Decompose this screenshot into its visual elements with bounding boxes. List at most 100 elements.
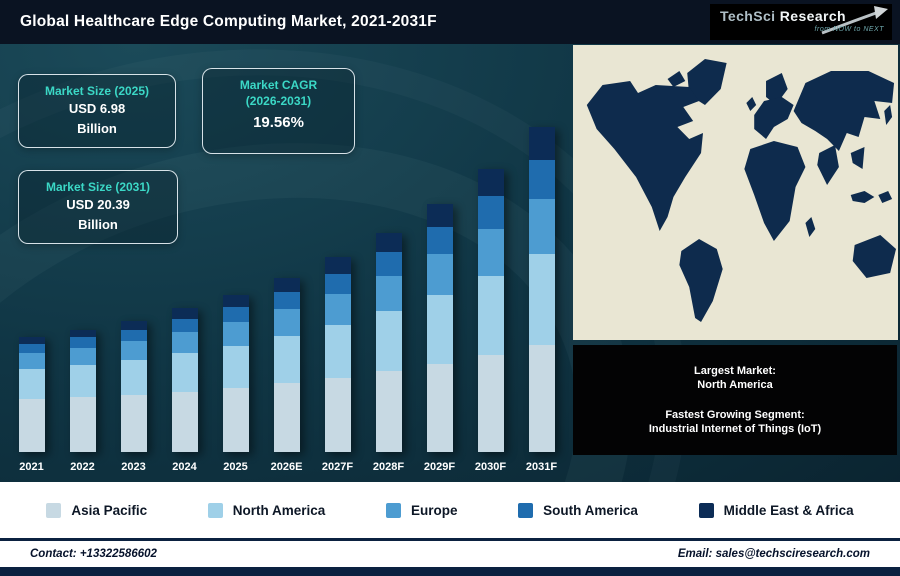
- bar-segment: [18, 399, 45, 452]
- bar-segment: [324, 377, 351, 452]
- legend-swatch: [207, 502, 223, 518]
- legend-label: South America: [543, 502, 638, 518]
- stacked-bar: [375, 232, 402, 452]
- bar-segment: [69, 365, 96, 398]
- bar-segment: [426, 226, 453, 255]
- bar-segment: [324, 273, 351, 295]
- bar-segment: [120, 360, 147, 395]
- bar-segment: [528, 198, 555, 254]
- x-axis-label: 2031F: [525, 461, 558, 473]
- x-axis-label: 2025: [223, 461, 248, 473]
- legend-swatch: [46, 502, 62, 518]
- bar-segment: [171, 318, 198, 332]
- island-japan: [884, 105, 893, 125]
- stacked-bar: [528, 127, 555, 452]
- market-size-2025-box: Market Size (2025) USD 6.98 Billion: [18, 74, 176, 149]
- x-axis-label: 2030F: [474, 461, 507, 473]
- bar-segment: [528, 344, 555, 452]
- legend-label: Europe: [410, 502, 458, 518]
- bar-segment: [375, 232, 402, 253]
- x-axis-label: 2027F: [321, 461, 354, 473]
- bar-segment: [120, 394, 147, 452]
- continent-north-america: [586, 81, 703, 231]
- bar-segment: [324, 294, 351, 325]
- bar-segment: [69, 329, 96, 338]
- region-india: [817, 145, 839, 185]
- bar-group: 2030F: [465, 122, 516, 473]
- x-axis-label: 2024: [172, 461, 197, 473]
- bar-segment: [120, 320, 147, 330]
- bar-segment: [18, 353, 45, 370]
- bar-segment: [324, 324, 351, 378]
- x-axis-label: 2022: [70, 461, 95, 473]
- island-indonesia-east: [878, 191, 893, 203]
- bar-segment: [324, 257, 351, 274]
- x-axis-label: 2021: [19, 461, 44, 473]
- legend-item: North America: [207, 502, 325, 518]
- legend-label: Middle East & Africa: [723, 502, 854, 518]
- world-map: [586, 59, 897, 322]
- stacked-bar: [477, 168, 504, 452]
- stacked-bar: [171, 308, 198, 452]
- bar-segment: [18, 369, 45, 400]
- bar-group: 2024: [159, 122, 210, 473]
- footer-bar: Contact: +13322586602 Email: sales@techs…: [0, 538, 900, 576]
- stacked-bar: [120, 320, 147, 452]
- bar-group: 2028F: [363, 122, 414, 473]
- market-size-2031-value: USD 20.39: [66, 197, 130, 213]
- x-axis-label: 2028F: [372, 461, 405, 473]
- logo-tagline: from NOW to NEXT: [814, 26, 884, 33]
- bar-segment: [426, 363, 453, 452]
- bar-segment: [222, 321, 249, 346]
- market-size-2031-box: Market Size (2031) USD 20.39 Billion: [18, 170, 178, 245]
- region-southeast-asia: [850, 147, 865, 169]
- logo-brand: TechSci Research: [720, 8, 884, 24]
- bars-row: 2021 2022 2023 2024 2025 2026E 2027F 2028F 2029F…: [6, 122, 567, 473]
- market-cagr-title-line2: (2026-2031): [245, 94, 312, 109]
- header-bar: Global Healthcare Edge Computing Market,…: [0, 0, 900, 44]
- bar-group: 2026E: [261, 122, 312, 473]
- bar-group: 2023: [108, 122, 159, 473]
- page-title: Global Healthcare Edge Computing Market,…: [20, 13, 437, 30]
- legend-swatch: [385, 502, 401, 518]
- bar-segment: [273, 277, 300, 292]
- bar-segment: [477, 196, 504, 229]
- bar-segment: [375, 311, 402, 372]
- bar-segment: [273, 383, 300, 452]
- continent-australia: [852, 235, 897, 278]
- bar-segment: [222, 306, 249, 322]
- largest-market-group: Largest Market: North America: [694, 364, 776, 393]
- bar-segment: [171, 308, 198, 319]
- region-scandinavia: [766, 73, 788, 105]
- legend-item: Asia Pacific: [46, 502, 147, 518]
- continent-europe: [754, 97, 794, 139]
- bar-segment: [477, 228, 504, 277]
- bar-segment: [222, 387, 249, 452]
- bar-segment: [426, 203, 453, 227]
- largest-market-value: North America: [697, 379, 773, 392]
- stacked-bar: [69, 329, 96, 452]
- bar-segment: [171, 331, 198, 354]
- continent-south-america: [679, 239, 723, 322]
- stacked-bar: [222, 294, 249, 452]
- legend: Asia Pacific North America Europe South Ame…: [0, 482, 900, 538]
- continent-asia: [793, 71, 895, 151]
- bar-group: 2022: [57, 122, 108, 473]
- island-indonesia: [850, 191, 875, 203]
- market-size-2031-unit: Billion: [78, 217, 118, 233]
- fastest-segment-group: Fastest Growing Segment: Industrial Inte…: [649, 408, 821, 437]
- bar-segment: [273, 336, 300, 384]
- bar-segment: [477, 354, 504, 452]
- world-map-panel: [573, 45, 898, 340]
- bar-segment: [426, 295, 453, 364]
- bar-segment: [222, 294, 249, 307]
- fastest-segment-value: Industrial Internet of Things (IoT): [648, 422, 822, 435]
- bar-group: 2027F: [312, 122, 363, 473]
- bar-segment: [375, 275, 402, 312]
- bar-segment: [18, 337, 45, 345]
- island-british-isles: [746, 97, 757, 111]
- market-size-2025-title: Market Size (2025): [44, 84, 150, 98]
- key-facts-box: Largest Market: North America Fastest Gr…: [573, 345, 897, 455]
- chart-area: Market Size (2025) USD 6.98 Billion Mark…: [0, 44, 900, 482]
- bar-group: 2025: [210, 122, 261, 473]
